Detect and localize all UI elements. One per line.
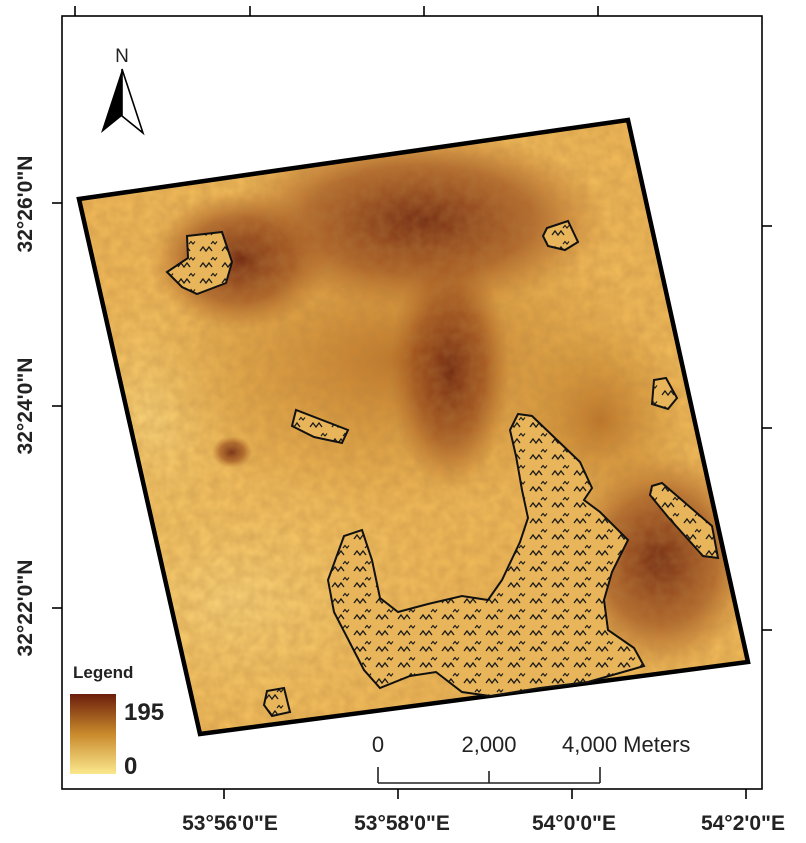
longitude-labels: 53°56'0"E 53°58'0"E 54°0'0"E 54°2'0"E bbox=[182, 812, 785, 835]
north-arrow-left bbox=[101, 69, 122, 133]
hatched-polygons bbox=[165, 219, 720, 718]
north-arrow-right bbox=[121, 68, 145, 136]
scale-bar: 0 2,000 4,000 Meters bbox=[372, 732, 690, 784]
study-area-boundary bbox=[76, 117, 751, 737]
lon-label-4: 54°2'0"E bbox=[701, 812, 785, 835]
scale-bar-lines bbox=[377, 767, 601, 784]
lon-label-1: 53°56'0"E bbox=[182, 812, 278, 835]
polygon-ne-small bbox=[541, 219, 580, 252]
lat-label-1: 32°26'0"N bbox=[14, 156, 37, 253]
lat-label-2: 32°24'0"N bbox=[14, 358, 37, 455]
legend-min-label: 0 bbox=[124, 753, 137, 780]
frame-border bbox=[61, 15, 763, 790]
lon-label-2: 53°58'0"E bbox=[354, 812, 450, 835]
frame-ticks bbox=[52, 6, 772, 799]
polygon-nw bbox=[165, 230, 234, 296]
legend-title: Legend bbox=[73, 663, 133, 682]
scale-label-2000: 2,000 bbox=[461, 732, 516, 757]
scale-label-0: 0 bbox=[372, 732, 384, 757]
polygon-east-small bbox=[650, 376, 679, 411]
legend-max-label: 195 bbox=[124, 699, 164, 726]
legend-color-ramp bbox=[70, 694, 116, 774]
latitude-labels: 32°26'0"N 32°24'0"N 32°22'0"N bbox=[14, 156, 37, 657]
north-arrow: N bbox=[101, 46, 145, 136]
polygon-east-strip bbox=[648, 481, 720, 560]
polygon-south-large bbox=[326, 412, 646, 698]
polygon-sw-small bbox=[262, 686, 292, 718]
legend: Legend 195 0 bbox=[70, 663, 164, 780]
lat-label-3: 32°22'0"N bbox=[14, 560, 37, 657]
lon-label-3: 54°0'0"E bbox=[532, 812, 616, 835]
map-frame bbox=[52, 6, 772, 799]
scale-label-4000: 4,000 Meters bbox=[562, 732, 690, 757]
polygon-west-central bbox=[290, 408, 350, 445]
north-label: N bbox=[115, 46, 129, 67]
